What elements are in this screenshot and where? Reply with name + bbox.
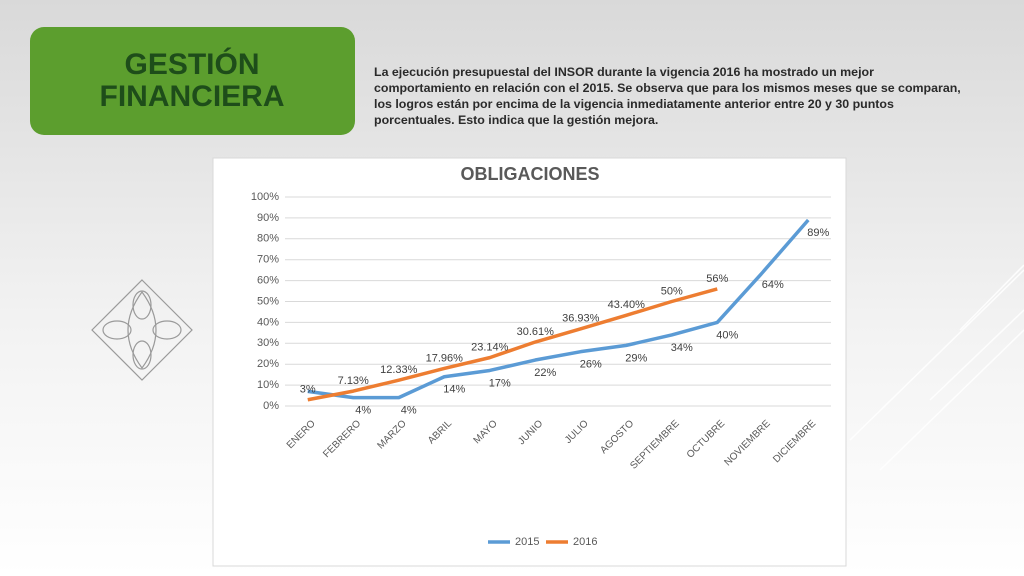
value-label: 26%: [580, 359, 602, 371]
value-label: 89%: [807, 227, 829, 239]
value-label: 43.40%: [608, 299, 646, 311]
value-label: 30.61%: [517, 326, 555, 338]
y-tick-label: 70%: [257, 254, 279, 266]
decor-lines: [849, 264, 1024, 471]
value-label: 3%: [300, 384, 316, 396]
y-tick-label: 90%: [257, 212, 279, 224]
value-label: 4%: [401, 405, 417, 417]
y-tick-label: 60%: [257, 275, 279, 287]
value-label: 12.33%: [380, 364, 418, 376]
y-tick-label: 10%: [257, 379, 279, 391]
value-label: 34%: [671, 342, 693, 354]
value-label: 7.13%: [338, 375, 369, 387]
value-label: 50%: [661, 285, 683, 297]
series-line: [307, 218, 810, 400]
y-tick-label: 80%: [257, 233, 279, 245]
value-label: 40%: [716, 329, 738, 341]
value-label: 17%: [489, 377, 511, 389]
series-line: [307, 287, 718, 402]
legend-label: 2016: [573, 536, 597, 548]
y-tick-label: 40%: [257, 316, 279, 328]
y-tick-label: 50%: [257, 295, 279, 307]
value-label: 17.96%: [426, 352, 464, 364]
decor-icon: [91, 279, 193, 381]
y-tick-label: 30%: [257, 337, 279, 349]
chart-title: OBLIGACIONES: [460, 164, 599, 184]
y-tick-label: 0%: [263, 400, 279, 412]
value-label: 29%: [625, 352, 647, 364]
value-label: 64%: [762, 279, 784, 291]
value-label: 56%: [706, 273, 728, 285]
value-label: 4%: [355, 405, 371, 417]
title-box: [30, 27, 355, 135]
y-tick-label: 100%: [251, 191, 279, 203]
value-label: 14%: [443, 384, 465, 396]
legend-label: 2015: [515, 536, 539, 548]
value-label: 36.93%: [562, 313, 600, 325]
description: La ejecución presupuestal del INSOR dura…: [374, 65, 961, 127]
value-label: 23.14%: [471, 342, 509, 354]
value-label: 22%: [534, 367, 556, 379]
slide-title: GESTIÓN: [124, 47, 259, 81]
slide-title: FINANCIERA: [100, 80, 285, 113]
y-tick-label: 20%: [257, 358, 279, 370]
